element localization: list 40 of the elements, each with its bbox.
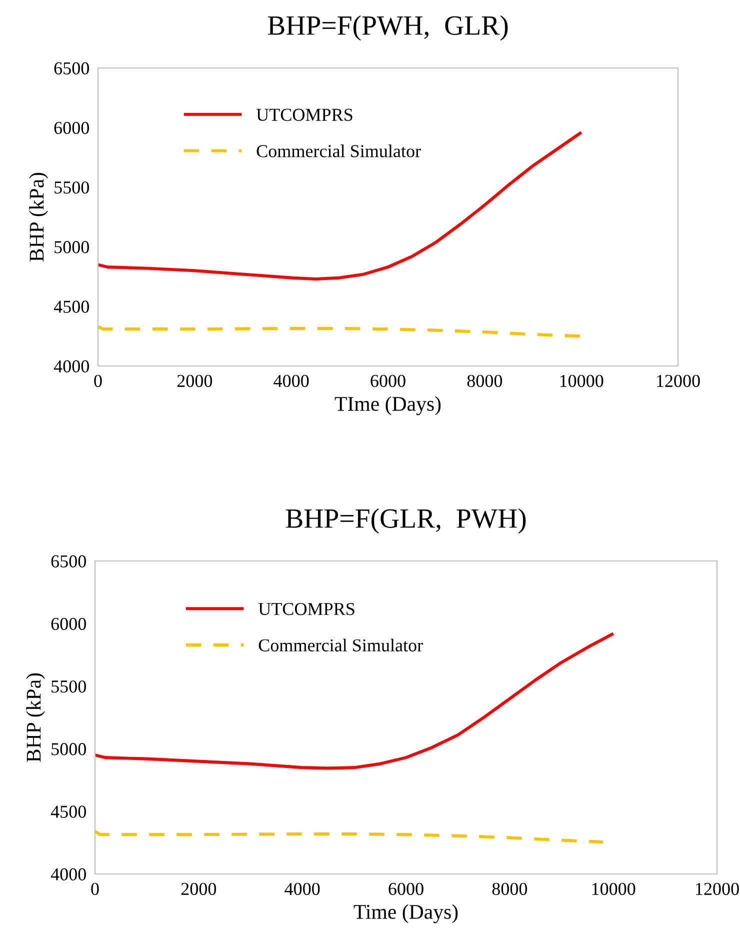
x-axis-title: TIme (Days) [334,396,441,416]
y-tick-label: 5500 [54,181,89,194]
x-tick-label: 2000 [177,374,212,388]
y-axis-title: BHP (kPa) [29,172,48,262]
chart-title: BHP=F(PWH, GLR) [268,15,508,41]
x-axis-title: Time (Days) [354,904,458,924]
y-tick-label: 6000 [54,122,89,134]
y-tick-label: 4500 [50,806,86,818]
x-tick-label: 8000 [467,374,502,388]
x-tick-label: 4000 [284,882,320,896]
legend-label: UTCOMPRS [256,108,352,121]
x-tick-label: 10000 [592,882,636,896]
x-tick-label: 12000 [657,374,700,388]
y-tick-label: 5000 [52,743,86,756]
legend-label: Commercial Simulator [256,144,421,158]
y-tick-label: 6500 [54,62,89,74]
y-tick-label: 4500 [54,300,89,313]
y-tick-label: 4000 [50,868,86,880]
y-tick-label: 5500 [52,680,86,693]
y-tick-label: 6000 [51,618,86,630]
x-tick-label: 2000 [181,882,216,896]
y-tick-label: 4000 [54,360,89,372]
x-tick-label: 10000 [560,374,604,388]
x-tick-label: 6000 [370,374,406,388]
y-tick-label: 6500 [51,555,86,568]
chart-title: BHP=F(GLR, PWH) [286,508,526,534]
x-tick-label: 0 [91,882,99,896]
line-series [95,632,615,770]
x-tick-label: 0 [94,374,102,388]
line-series [95,830,604,844]
x-tick-label: 4000 [274,374,309,388]
legend-label: UTCOMPRS [258,602,354,616]
x-tick-label: 12000 [696,882,739,896]
legend-label: Commercial Simulator [258,638,423,652]
line-series [98,325,583,338]
y-tick-label: 5000 [54,241,89,254]
x-tick-label: 8000 [492,882,528,896]
line-series [98,130,583,281]
y-axis-title: BHP (kPa) [26,673,45,762]
x-tick-label: 6000 [388,882,424,896]
